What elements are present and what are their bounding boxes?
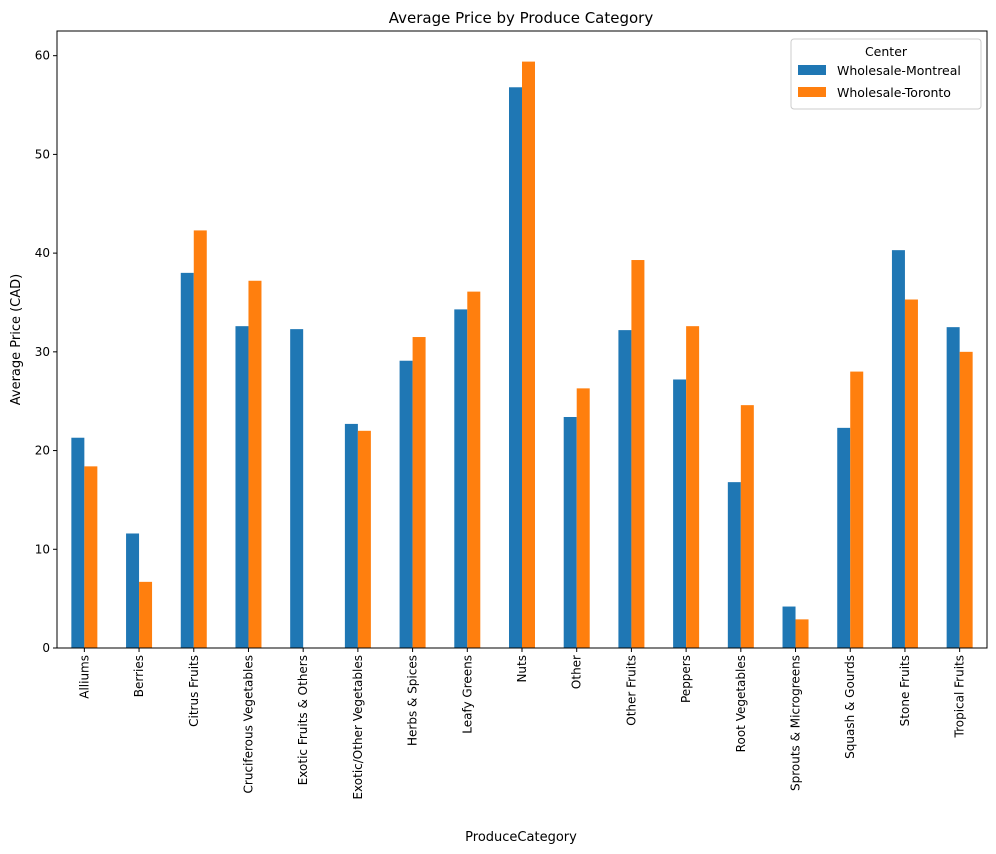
bar-wholesale-toronto-other	[576, 388, 590, 648]
y-tick-label: 0	[42, 641, 50, 655]
x-tick-label: Berries	[132, 655, 146, 697]
y-tick-label: 60	[35, 49, 50, 63]
bar-wholesale-toronto-nuts	[522, 61, 535, 648]
bar-wholesale-montreal-other-fruits	[618, 330, 632, 648]
bar-wholesale-toronto-root-vegetables	[740, 405, 754, 648]
bar-wholesale-montreal-citrus-fruits	[180, 272, 194, 648]
x-tick-label: Other Fruits	[624, 655, 638, 726]
bar-wholesale-montreal-exotic-fruits-others	[290, 329, 304, 648]
x-tick-label: Tropical Fruits	[953, 655, 967, 739]
bar-wholesale-montreal-herbs-spices	[399, 360, 413, 648]
bar-wholesale-montreal-leafy-greens	[454, 309, 468, 648]
x-tick-label: Herbs & Spices	[406, 655, 420, 746]
x-tick-label: Citrus Fruits	[187, 655, 201, 727]
bar-wholesale-montreal-squash-gourds	[837, 427, 851, 648]
bar-wholesale-toronto-peppers	[686, 326, 700, 648]
bar-wholesale-toronto-other-fruits	[631, 260, 645, 648]
bar-wholesale-montreal-cruciferous-vegetables	[235, 326, 249, 648]
x-axis-label: ProduceCategory	[465, 830, 577, 845]
legend-title: Center	[865, 44, 908, 59]
x-tick-label: Nuts	[515, 655, 529, 683]
y-tick-label: 50	[35, 147, 50, 161]
bar-wholesale-montreal-alliums	[71, 437, 85, 648]
y-tick-label: 30	[35, 345, 50, 359]
y-axis-ticks: 0 10 20 30 40 50 60	[35, 49, 57, 655]
bar-wholesale-montreal-sprouts-microgreens	[782, 606, 796, 648]
x-tick-label: Leafy Greens	[460, 655, 474, 734]
bar-wholesale-toronto-herbs-spices	[412, 337, 426, 648]
bar-wholesale-montreal-berries	[126, 533, 140, 648]
x-tick-label: Root Vegetables	[734, 655, 748, 752]
x-tick-label: Alliums	[77, 655, 91, 699]
bar-wholesale-toronto-stone-fruits	[904, 299, 918, 648]
legend-label-wholesale-montreal: Wholesale-Montreal	[837, 63, 961, 78]
bar-wholesale-toronto-cruciferous-vegetables	[248, 280, 262, 648]
plot-frame	[56, 30, 988, 649]
bar-wholesale-toronto-berries	[139, 581, 153, 648]
chart-title: Average Price by Produce Category	[389, 9, 654, 27]
x-tick-label: Cruciferous Vegetables	[241, 655, 255, 793]
bar-wholesale-toronto-exotic-other-vegetables	[357, 430, 371, 648]
y-tick-label: 20	[35, 444, 50, 458]
bar-wholesale-montreal-tropical-fruits	[946, 327, 960, 648]
bar-wholesale-montreal-exotic-other-vegetables	[344, 423, 358, 648]
legend-swatch-wholesale-montreal	[798, 65, 826, 75]
bar-wholesale-toronto-alliums	[84, 466, 98, 648]
bar-wholesale-toronto-citrus-fruits	[193, 230, 207, 648]
legend-label-wholesale-toronto: Wholesale-Toronto	[837, 85, 951, 100]
bar-wholesale-montreal-peppers	[673, 379, 687, 648]
y-tick-label: 10	[35, 542, 50, 556]
bars-group	[71, 61, 973, 649]
y-axis-label: Average Price (CAD)	[9, 274, 24, 406]
x-tick-label: Other	[570, 655, 584, 689]
x-tick-label: Exotic Fruits & Others	[296, 655, 310, 785]
bar-wholesale-montreal-other	[563, 416, 577, 648]
bar-wholesale-toronto-leafy-greens	[467, 291, 481, 648]
bar-wholesale-montreal-root-vegetables	[727, 482, 741, 648]
x-tick-label: Stone Fruits	[898, 655, 912, 726]
y-tick-label: 40	[35, 246, 50, 260]
x-tick-label: Peppers	[679, 655, 693, 703]
bar-wholesale-toronto-squash-gourds	[850, 371, 864, 648]
legend: Center Wholesale-Montreal Wholesale-Toro…	[790, 38, 982, 110]
bar-wholesale-toronto-tropical-fruits	[959, 351, 973, 648]
x-tick-label: Sprouts & Microgreens	[789, 655, 803, 791]
bar-wholesale-toronto-sprouts-microgreens	[795, 619, 809, 648]
x-axis-ticks: Alliums Berries Citrus Fruits Cruciferous V…	[77, 648, 967, 800]
x-tick-label: Exotic/Other Vegetables	[351, 655, 365, 800]
bar-wholesale-montreal-nuts	[509, 87, 522, 649]
bar-wholesale-montreal-stone-fruits	[891, 250, 905, 649]
legend-frame	[790, 38, 982, 110]
legend-swatch-wholesale-toronto	[798, 87, 826, 97]
x-tick-label: Squash & Gourds	[843, 655, 857, 759]
